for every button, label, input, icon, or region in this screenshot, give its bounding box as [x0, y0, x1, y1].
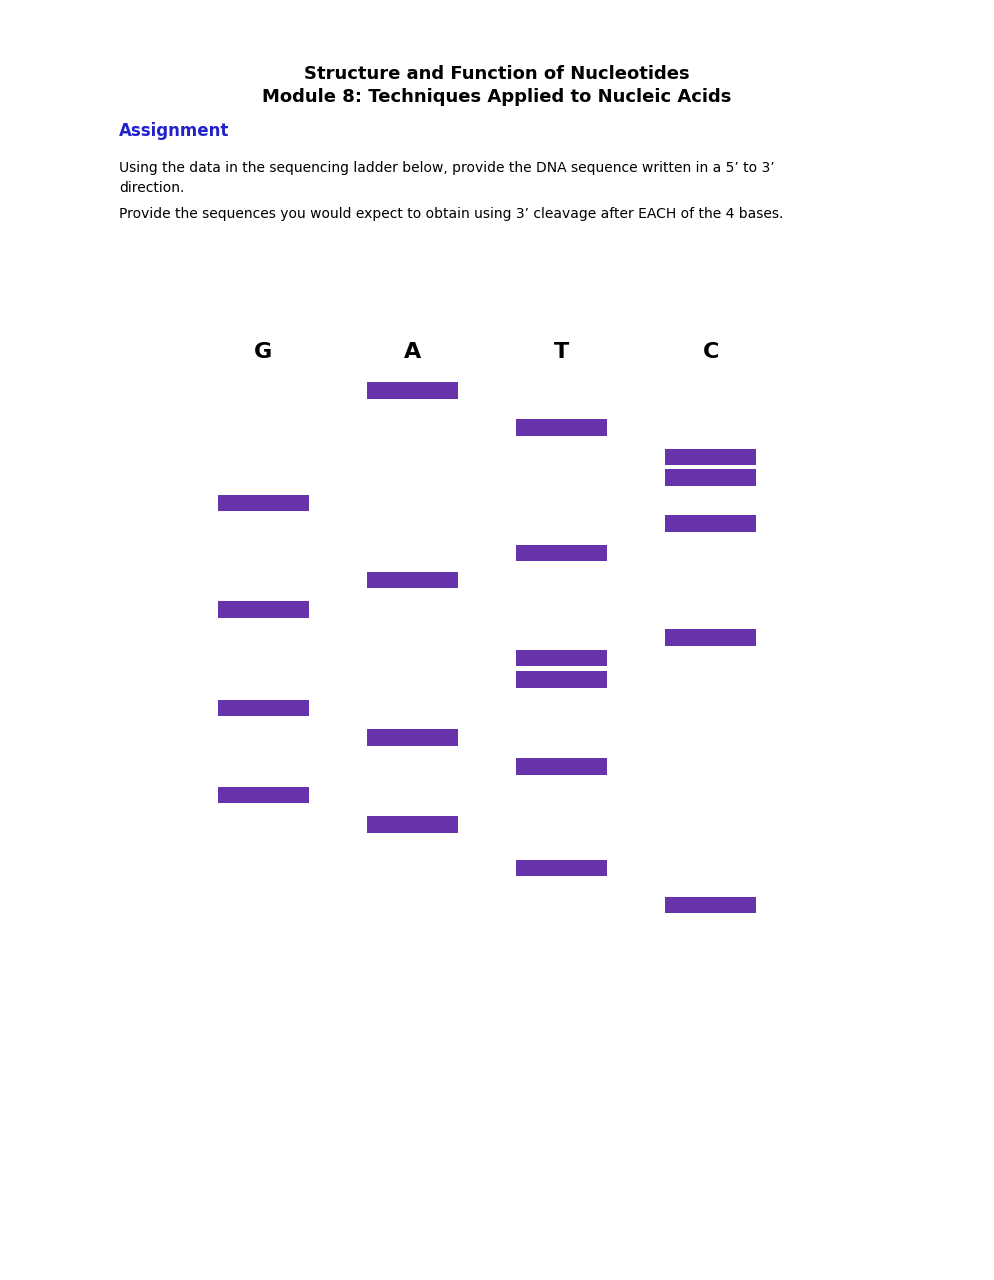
Text: G: G — [254, 342, 272, 362]
FancyBboxPatch shape — [665, 896, 756, 914]
Text: Structure and Function of Nucleotides: Structure and Function of Nucleotides — [304, 65, 690, 83]
FancyBboxPatch shape — [665, 630, 756, 645]
FancyBboxPatch shape — [218, 600, 309, 617]
FancyBboxPatch shape — [665, 468, 756, 485]
Text: Assignment: Assignment — [119, 122, 230, 140]
FancyBboxPatch shape — [665, 515, 756, 531]
Text: Provide the sequences you would expect to obtain using 3’ cleavage after EACH of: Provide the sequences you would expect t… — [119, 207, 783, 221]
FancyBboxPatch shape — [367, 817, 458, 833]
Text: Module 8: Techniques Applied to Nucleic Acids: Module 8: Techniques Applied to Nucleic … — [262, 88, 732, 106]
FancyBboxPatch shape — [665, 448, 756, 465]
Text: C: C — [703, 342, 719, 362]
FancyBboxPatch shape — [516, 650, 607, 666]
Text: Using the data in the sequencing ladder below, provide the DNA sequence written : Using the data in the sequencing ladder … — [119, 161, 775, 195]
Text: T: T — [554, 342, 570, 362]
FancyBboxPatch shape — [516, 545, 607, 561]
FancyBboxPatch shape — [367, 571, 458, 588]
FancyBboxPatch shape — [516, 419, 607, 435]
FancyBboxPatch shape — [367, 730, 458, 745]
FancyBboxPatch shape — [367, 381, 458, 399]
FancyBboxPatch shape — [516, 671, 607, 689]
Text: A: A — [404, 342, 421, 362]
FancyBboxPatch shape — [218, 494, 309, 511]
FancyBboxPatch shape — [218, 786, 309, 804]
FancyBboxPatch shape — [516, 758, 607, 774]
FancyBboxPatch shape — [218, 699, 309, 716]
FancyBboxPatch shape — [516, 860, 607, 876]
